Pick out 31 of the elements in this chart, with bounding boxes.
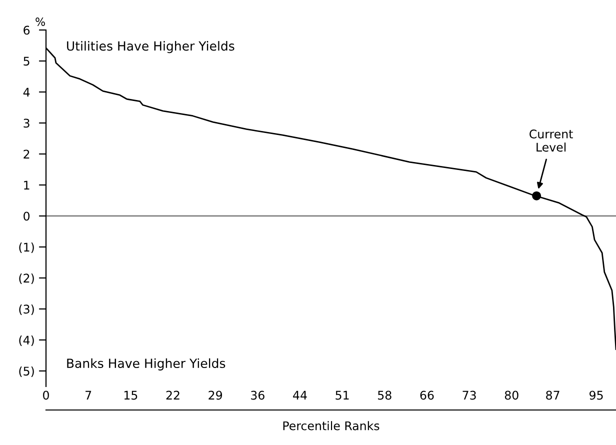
x-tick-label: 36 bbox=[251, 390, 264, 400]
y-tick-label: 3 bbox=[24, 118, 30, 128]
x-tick-label: 73 bbox=[462, 390, 476, 400]
x-axis-title: Percentile Ranks bbox=[283, 421, 380, 430]
y-tick-label: (4) bbox=[19, 335, 34, 346]
y-tick-label: (1) bbox=[19, 242, 34, 254]
y-tick-label: (5) bbox=[19, 366, 34, 377]
y-axis-title: % bbox=[36, 18, 45, 26]
x-tick-label: 0 bbox=[43, 390, 49, 400]
x-tick-label: 95 bbox=[590, 390, 603, 400]
x-tick-label: 80 bbox=[504, 390, 518, 400]
x-tick-label: 7 bbox=[86, 390, 92, 400]
y-tick-label: 6 bbox=[24, 26, 30, 35]
x-tick-label: 87 bbox=[546, 390, 560, 400]
y-tick-label: 5 bbox=[24, 56, 30, 66]
y-tick-label: 4 bbox=[23, 88, 30, 96]
x-tick-label: 66 bbox=[420, 390, 434, 400]
annotation: Current Level bbox=[530, 130, 573, 152]
x-tick-label: 15 bbox=[124, 390, 138, 400]
x-tick-label: 22 bbox=[166, 390, 180, 400]
annotation: Banks Have Higher Yields bbox=[67, 358, 226, 370]
y-tick-label: (3) bbox=[19, 304, 34, 315]
y-tick-label: (2) bbox=[19, 273, 34, 284]
y-tick-label: 0 bbox=[24, 212, 30, 221]
x-tick-label: 58 bbox=[378, 390, 392, 400]
x-tick-label: 44 bbox=[293, 390, 307, 400]
y-tick-label: 2 bbox=[24, 150, 30, 158]
y-tick-label: 1 bbox=[24, 180, 30, 190]
x-tick-label: 51 bbox=[336, 390, 349, 400]
annotation: Utilities Have Higher Yields bbox=[67, 41, 234, 54]
x-tick-label: 29 bbox=[208, 390, 222, 400]
